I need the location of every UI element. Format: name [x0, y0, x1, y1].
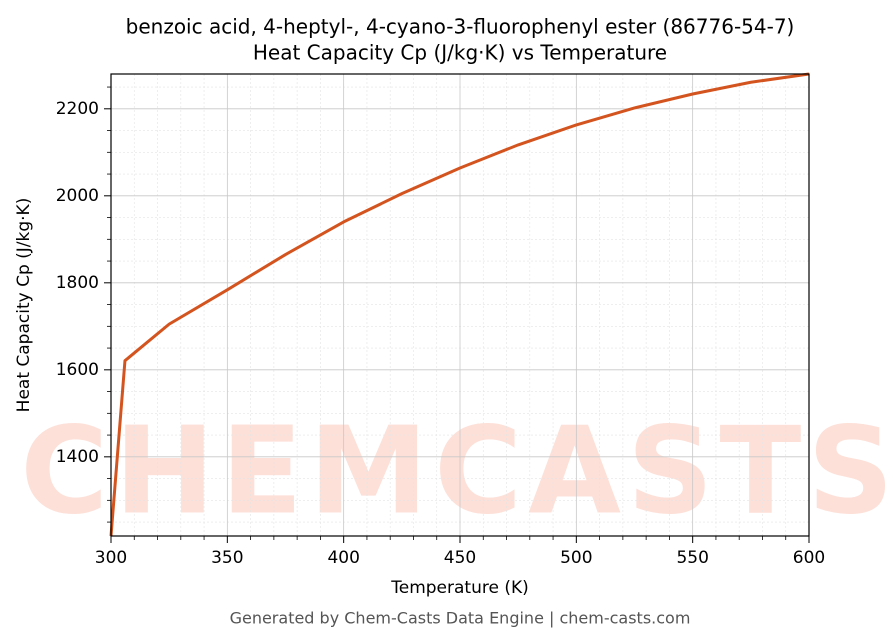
plot-frame: [110, 73, 810, 537]
x-tick-label: 550: [676, 548, 708, 568]
chart-title: benzoic acid, 4-heptyl-, 4-cyano-3-fluor…: [126, 15, 795, 39]
y-axis-label: Heat Capacity Cp (J/kg·K): [14, 198, 34, 413]
y-tick-label: 1400: [56, 447, 99, 467]
chart-subtitle: Heat Capacity Cp (J/kg·K) vs Temperature: [253, 41, 667, 65]
watermark: CHEMCASTS: [20, 403, 893, 542]
y-tick-label: 1600: [56, 360, 99, 380]
x-tick-label: 500: [560, 548, 592, 568]
x-tick-label: 350: [211, 548, 243, 568]
x-tick-label: 450: [444, 548, 476, 568]
x-tick-label: 400: [327, 548, 359, 568]
x-tick-label: 600: [793, 548, 825, 568]
data-line: [109, 72, 810, 537]
footer: Generated by Chem-Casts Data Engine | ch…: [230, 609, 691, 628]
y-tick-label: 2000: [56, 186, 99, 206]
y-tick-label: 1800: [56, 273, 99, 293]
y-tick-label: 2200: [56, 99, 99, 119]
x-axis-label: Temperature (K): [390, 578, 529, 598]
x-tick-label: 300: [95, 548, 127, 568]
